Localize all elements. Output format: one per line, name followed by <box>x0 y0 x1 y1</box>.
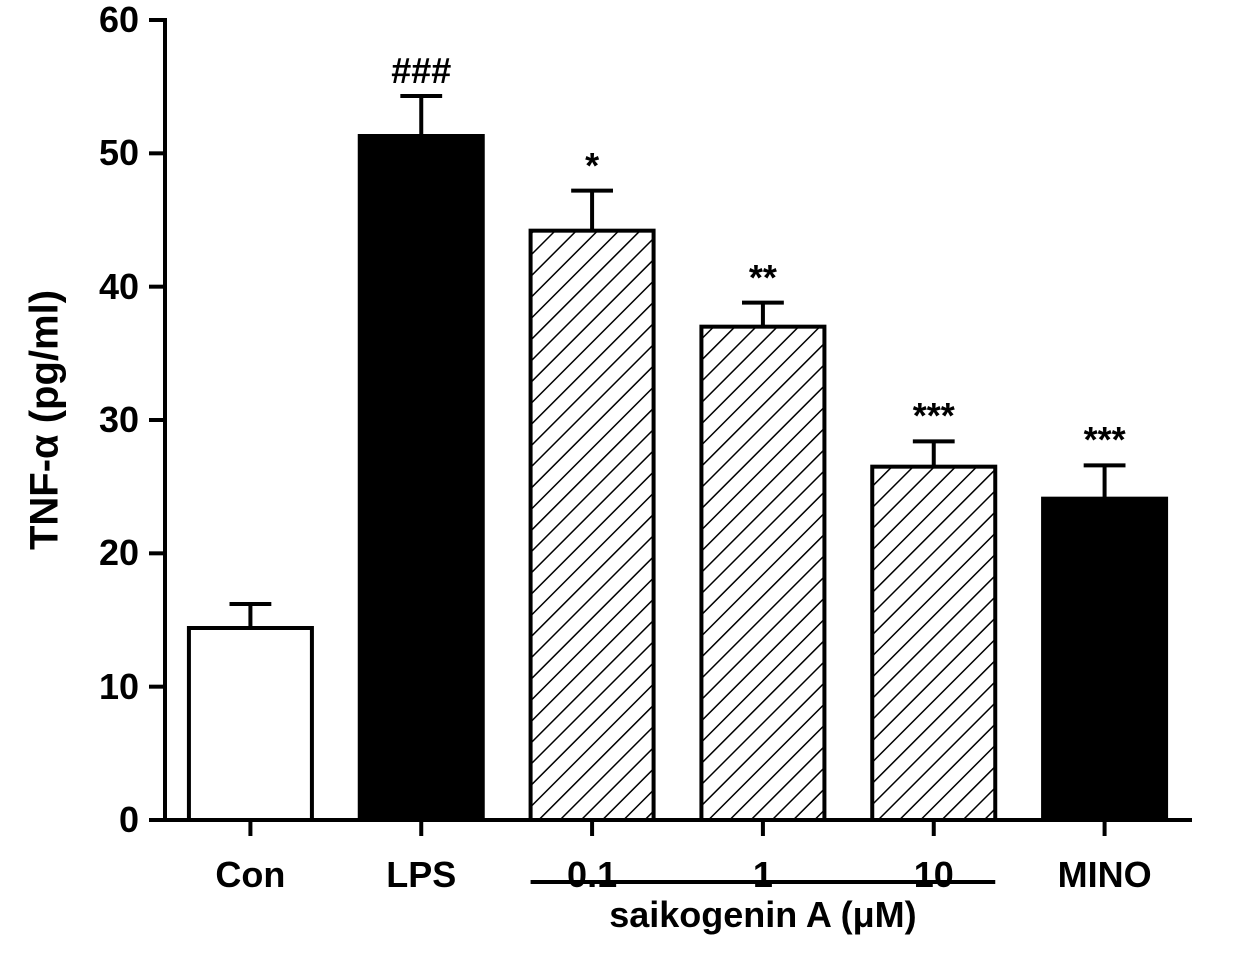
significance-label: ** <box>749 257 777 299</box>
bar <box>1043 499 1166 820</box>
bar <box>701 327 824 820</box>
y-tick-label: 0 <box>119 799 139 841</box>
bar-chart: TNF-α (pg/ml) 0 10 20 30 40 50 60 Con LPS 0.1 1 10 M… <box>0 0 1240 954</box>
x-category-label: Con <box>215 854 285 896</box>
x-category-label: 1 <box>753 854 773 896</box>
bar <box>872 467 995 820</box>
bar <box>360 136 483 820</box>
bar <box>189 628 312 820</box>
significance-label: *** <box>913 395 955 437</box>
bar <box>531 231 654 820</box>
chart-svg <box>0 0 1240 954</box>
y-tick-label: 60 <box>99 0 139 41</box>
group-bracket-label: saikogenin A (μM) <box>609 894 916 936</box>
x-category-label: MINO <box>1058 854 1152 896</box>
significance-label: * <box>585 145 599 187</box>
significance-label: *** <box>1084 419 1126 461</box>
y-tick-label: 10 <box>99 666 139 708</box>
y-tick-label: 30 <box>99 399 139 441</box>
y-tick-label: 20 <box>99 532 139 574</box>
x-category-label: LPS <box>386 854 456 896</box>
significance-label: ### <box>391 50 451 92</box>
y-tick-label: 40 <box>99 266 139 308</box>
x-category-label: 0.1 <box>567 854 617 896</box>
y-tick-label: 50 <box>99 132 139 174</box>
x-category-label: 10 <box>914 854 954 896</box>
y-axis-label: TNF-α (pg/ml) <box>23 290 68 550</box>
